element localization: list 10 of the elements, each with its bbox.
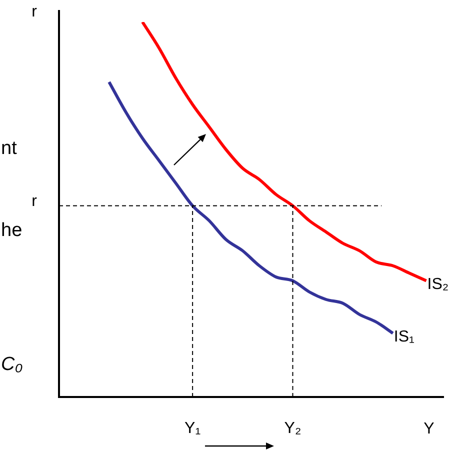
- x-tick-label: Y₁: [184, 420, 201, 438]
- text: C₀: [1, 354, 23, 376]
- text: he: [1, 220, 22, 242]
- series-label: IS₂: [427, 276, 449, 294]
- x-axis-title: Y: [424, 420, 435, 438]
- x-tick-label: Y₂: [284, 420, 302, 438]
- series-label: IS₁: [394, 328, 414, 346]
- ref-line-label: r: [32, 193, 38, 210]
- y-axis-title: r: [32, 3, 38, 20]
- text: nt: [1, 138, 17, 160]
